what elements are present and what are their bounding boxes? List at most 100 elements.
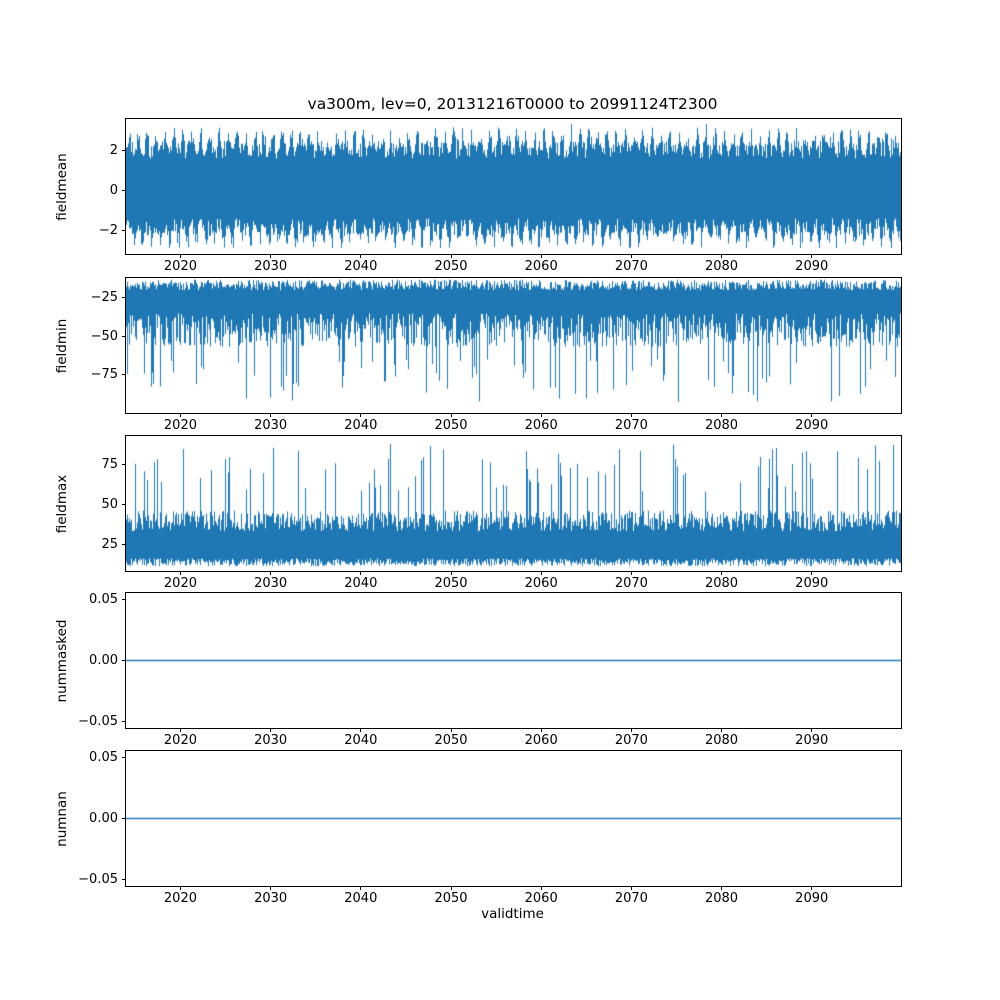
x-tick-label: 2080 <box>704 576 739 591</box>
y-tick-mark <box>122 660 126 661</box>
x-tick-mark <box>360 728 362 732</box>
numnan-canvas <box>126 751 901 886</box>
fieldmax-canvas <box>126 436 901 571</box>
x-tick-mark <box>179 254 181 258</box>
fieldmin-canvas <box>126 278 901 413</box>
x-tick-mark <box>270 413 272 417</box>
x-tick-label: 2020 <box>163 891 197 906</box>
y-tick-mark <box>122 598 126 600</box>
x-tick-label: 2040 <box>344 418 378 433</box>
x-tick-mark <box>450 254 452 258</box>
x-axis-label: validtime <box>481 906 544 922</box>
x-tick-mark <box>270 886 272 890</box>
x-tick-mark <box>721 886 723 890</box>
y-tick-label: 0.00 <box>89 653 118 668</box>
x-tick-label: 2090 <box>795 418 829 433</box>
y-tick-mark <box>122 374 126 376</box>
y-tick-label: 0.05 <box>89 749 118 765</box>
x-tick-label: 2080 <box>704 259 739 274</box>
x-tick-label: 2090 <box>795 259 829 274</box>
x-tick-mark <box>630 728 632 732</box>
x-tick-label: 2040 <box>344 733 378 748</box>
x-tick-label: 2050 <box>434 418 468 433</box>
figure-title: va300m, lev=0, 20131216T0000 to 20991124… <box>307 95 718 113</box>
y-tick-label: 2 <box>109 143 118 159</box>
x-tick-label: 2030 <box>254 418 288 433</box>
x-tick-mark <box>811 571 813 575</box>
x-tick-mark <box>270 728 272 732</box>
x-tick-label: 2020 <box>163 418 197 433</box>
x-tick-mark <box>360 254 362 258</box>
x-tick-label: 2050 <box>434 259 468 274</box>
y-tick-label: −0.05 <box>78 872 118 888</box>
x-tick-mark <box>450 728 452 732</box>
x-tick-mark <box>450 886 452 890</box>
y-tick-mark <box>122 335 126 337</box>
x-tick-mark <box>630 254 632 258</box>
x-tick-label: 2060 <box>524 576 558 591</box>
y-tick-mark <box>122 229 126 231</box>
y-tick-label: −25 <box>90 290 118 306</box>
x-tick-label: 2040 <box>344 259 378 274</box>
x-tick-mark <box>450 413 452 417</box>
nummasked-canvas <box>126 593 901 728</box>
y-axis-label-fieldmax: fieldmax <box>54 474 70 533</box>
x-tick-label: 2040 <box>344 576 378 591</box>
y-axis-label-numnan: numnan <box>54 790 70 847</box>
x-tick-mark <box>721 571 723 575</box>
fieldmean-canvas <box>126 119 901 254</box>
x-tick-label: 2060 <box>524 891 558 906</box>
x-tick-mark <box>450 571 452 575</box>
y-tick-label: 0.05 <box>89 591 118 607</box>
y-tick-label: 50 <box>101 496 118 512</box>
x-tick-mark <box>270 571 272 575</box>
x-tick-mark <box>630 413 632 417</box>
x-tick-label: 2070 <box>614 891 648 906</box>
x-tick-label: 2020 <box>163 576 197 591</box>
x-tick-label: 2050 <box>434 891 468 906</box>
x-tick-label: 2060 <box>524 733 558 748</box>
x-tick-label: 2070 <box>614 576 648 591</box>
x-tick-mark <box>630 886 632 890</box>
x-tick-label: 2090 <box>795 576 829 591</box>
x-tick-label: 2060 <box>524 259 558 274</box>
y-axis-label-nummasked: nummasked <box>54 619 70 702</box>
y-tick-mark <box>122 464 126 466</box>
x-tick-label: 2050 <box>434 733 468 748</box>
x-tick-label: 2070 <box>614 259 648 274</box>
x-tick-label: 2040 <box>344 891 378 906</box>
x-tick-mark <box>811 413 813 417</box>
x-tick-mark <box>270 254 272 258</box>
y-tick-label: −0.05 <box>78 714 118 730</box>
subplot-fieldmean: fieldmean −2 0 2 2020 2030 2040 2050 2060 2070 208… <box>54 118 902 273</box>
subplot-fieldmax: fieldmax 25 50 75 2020 2030 2040 2050 2060 2070 20… <box>54 435 902 590</box>
y-tick-label: 75 <box>101 457 118 473</box>
x-tick-mark <box>721 413 723 417</box>
y-tick-mark <box>122 189 126 191</box>
y-axis-label-fieldmin: fieldmin <box>54 318 70 373</box>
x-tick-mark <box>179 728 181 732</box>
x-tick-mark <box>721 728 723 732</box>
x-tick-label: 2080 <box>704 733 739 748</box>
y-tick-mark <box>122 150 126 152</box>
y-axis-label-fieldmean: fieldmean <box>54 152 70 221</box>
x-tick-mark <box>630 571 632 575</box>
x-tick-label: 2030 <box>254 576 288 591</box>
subplot-nummasked: nummasked −0.05 0.00 0.05 2020 2030 2040 2050 20… <box>54 592 902 747</box>
x-tick-mark <box>179 886 181 890</box>
subplot-numnan: numnan −0.05 0.00 0.05 2020 2030 2040 2050 2060 2… <box>54 750 902 905</box>
subplot-fieldmin: fieldmin −25 −50 −75 2020 2030 2040 2050 2060 207… <box>54 277 902 432</box>
y-tick-label: −50 <box>90 328 118 344</box>
y-tick-mark <box>122 503 126 505</box>
y-tick-mark <box>122 756 126 758</box>
x-tick-mark <box>811 254 813 258</box>
x-tick-mark <box>540 571 542 575</box>
y-tick-label: −75 <box>90 367 118 383</box>
x-tick-mark <box>540 728 542 732</box>
x-tick-label: 2030 <box>254 891 288 906</box>
y-tick-label: 0 <box>109 182 118 198</box>
x-tick-mark <box>179 413 181 417</box>
x-tick-label: 2090 <box>795 891 829 906</box>
x-tick-label: 2070 <box>614 733 648 748</box>
